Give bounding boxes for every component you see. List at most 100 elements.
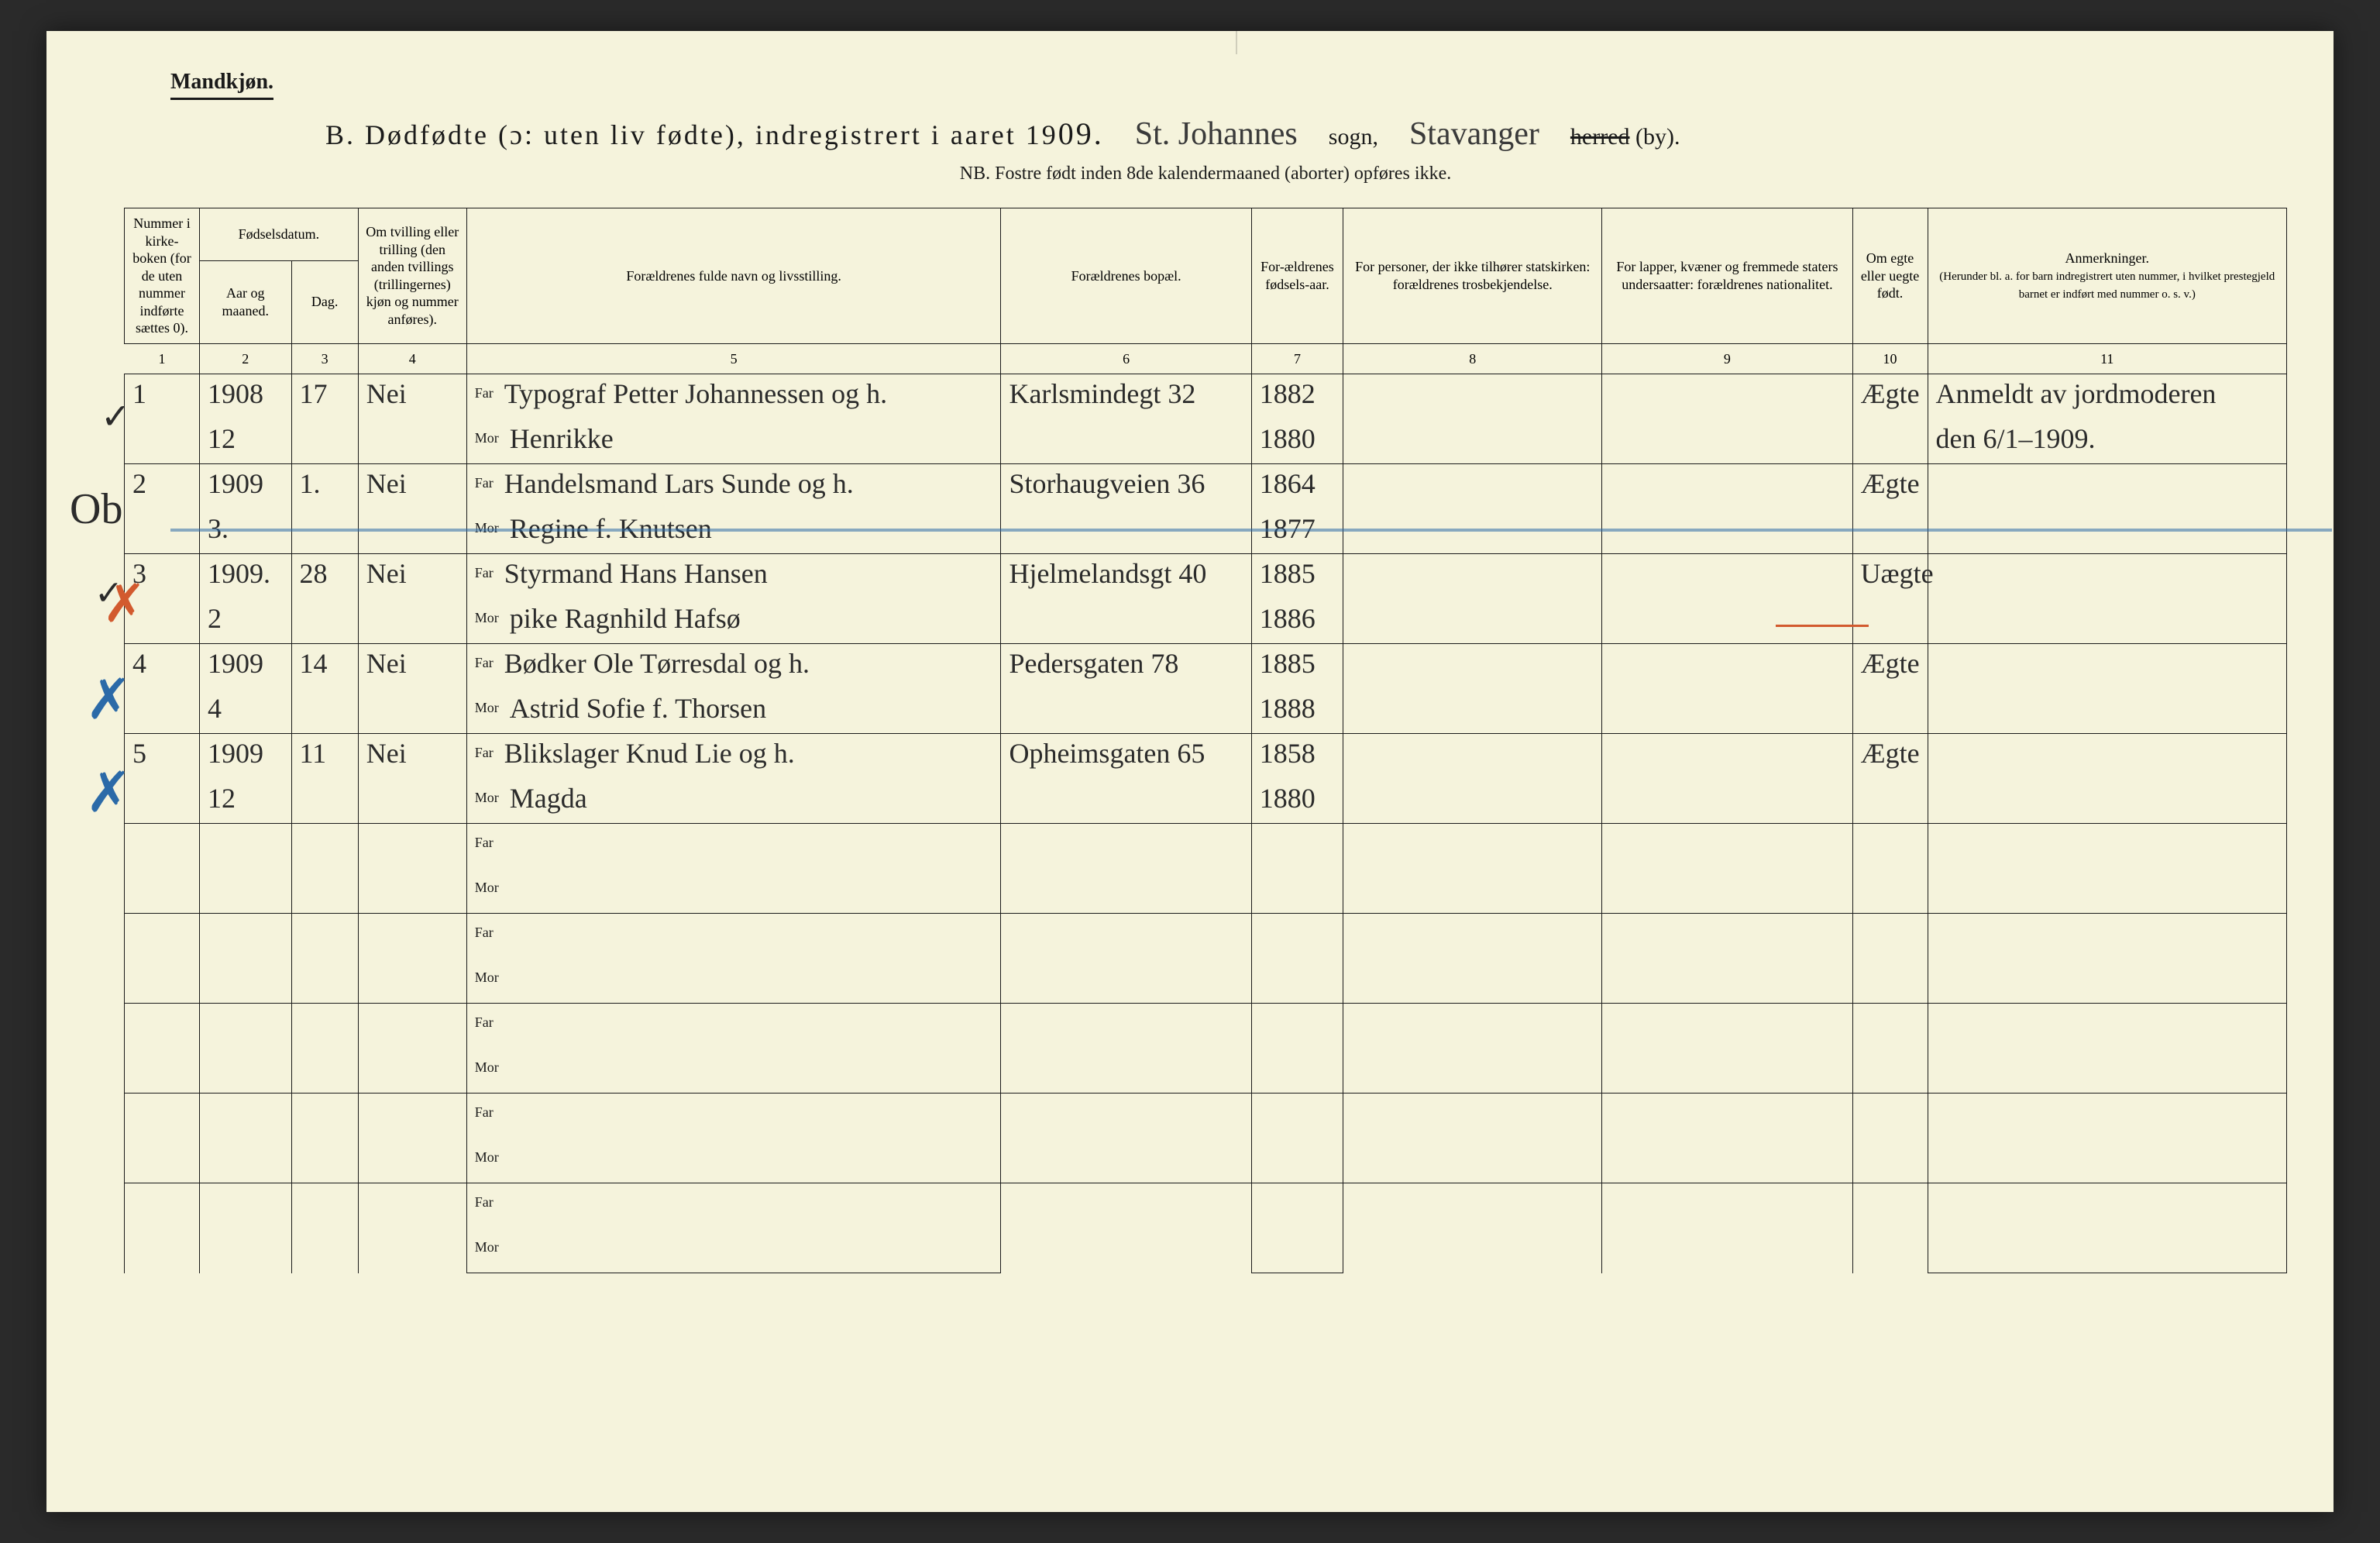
cell-far-aar: 1858 [1260,738,1316,769]
sogn-handwritten: St. Johannes [1135,115,1298,153]
cell-mor: Henrikke [510,423,614,454]
cell-num: 4 [132,648,146,679]
far-label: Far [475,655,494,671]
cell-year: 1909 [208,468,263,499]
title-row: B. Dødfødte (ɔ: uten liv fødte), indregi… [325,115,2287,153]
cell-year: 1908 [208,378,263,409]
cell-twin: Nei [366,648,407,679]
far-label: Far [475,1014,494,1031]
cell-mor-aar: 1886 [1260,603,1316,634]
cell-far: Bødker Ole Tørresdal og h. [504,648,810,679]
cell-mor-aar: 1880 [1260,783,1316,814]
gender-heading: Mandkjøn. [170,70,273,100]
cell-bopel: Karlsmindegt 32 [1009,378,1195,409]
table-row: 31909.28NeiFarStyrmand Hans HansenHjelme… [125,554,2287,599]
document-page: Mandkjøn. B. Dødfødte (ɔ: uten liv fødte… [46,31,2334,1512]
far-label: Far [475,925,494,941]
cell-bopel: Opheimsgaten 65 [1009,738,1205,769]
register-table: Nummer i kirke-boken (for de uten nummer… [124,208,2287,1273]
cell-day: 1. [300,468,321,499]
mor-label: Mor [475,610,499,626]
cell-num: 5 [132,738,146,769]
cell-mor: pike Ragnhild Hafsø [510,603,741,634]
colnum: 5 [466,343,1001,374]
cell-twin: Nei [366,378,407,409]
colnum: 7 [1251,343,1343,374]
cell-twin: Nei [366,738,407,769]
table-row: 4 1909 14 Nei Far Bødker Ole Tørresdal og h. P… [125,644,2287,689]
cell-year: 1909 [208,738,263,769]
form-title: B. Dødfødte (ɔ: uten liv fødte), indregi… [325,115,1104,152]
cell-far-aar: 1882 [1260,378,1316,409]
cell-month: 4 [208,693,222,724]
cell-day: 28 [300,558,328,589]
cell-mor-aar: 1888 [1260,693,1316,724]
cell-month: 12 [208,783,236,814]
by-label: herred (by). [1570,124,1680,150]
col-anmerkninger: Anmerkninger. (Herunder bl. a. for barn … [1928,208,2286,344]
mor-label: Mor [475,790,499,806]
mor-label: Mor [475,880,499,896]
cell-twin: Nei [366,468,407,499]
far-label: Far [475,565,494,581]
col-egte: Om egte eller uegte født. [1852,208,1928,344]
colnum: 2 [199,343,291,374]
cell-far: Typograf Petter Johannessen og h. [504,378,887,409]
cell-egte: Ægte [1861,378,1920,409]
col-tvilling: Om tvilling eller trilling (den anden tv… [358,208,466,344]
margin-mark: ✗ [85,666,132,732]
table-body: 1190817NeiFarTypograf Petter Johannessen… [125,374,2287,1273]
by-suffix: (by). [1630,124,1680,150]
cell-day: 11 [300,738,327,769]
title-year: 09. [1058,116,1104,151]
red-underline [1776,625,1869,627]
cell-egte: Ægte [1861,648,1920,679]
col-dag: Dag. [291,260,358,343]
mor-label: Mor [475,1059,499,1076]
table-row: Far [125,1094,2287,1138]
cell-mor: Astrid Sofie f. Thorsen [510,693,766,724]
far-label: Far [475,385,494,401]
col-nummer: Nummer i kirke-boken (for de uten nummer… [125,208,200,344]
table-head: Nummer i kirke-boken (for de uten nummer… [125,208,2287,374]
table-row: 1190817NeiFarTypograf Petter Johannessen… [125,374,2287,419]
cell-bopel: Pedersgaten 78 [1009,648,1178,679]
margin-mark: Ob [70,484,122,534]
table-row: Far [125,1183,2287,1228]
cell-egte: Ægte [1861,738,1920,769]
col-foreldre-navn: Forældrenes fulde navn og livsstilling. [466,208,1001,344]
table-row: 5 1909 11 Nei Far Blikslager Knud Lie og h. Op… [125,734,2287,779]
mor-label: Mor [475,970,499,986]
cell-day: 17 [300,378,328,409]
far-label: Far [475,835,494,851]
col-bopel: Forældrenes bopæl. [1001,208,1251,344]
cell-day: 14 [300,648,328,679]
table-row: Far [125,1004,2287,1049]
cell-far: Handelsmand Lars Sunde og h. [504,468,854,499]
cell-anm1: Anmeldt av jordmoderen [1936,378,2217,409]
table-row: 219091.NeiFarHandelsmand Lars Sunde og h… [125,464,2287,509]
col-fodselsdatum: Fødselsdatum. [199,208,358,261]
cell-far-aar: 1885 [1260,558,1316,589]
cell-egte: Uægte [1861,558,1934,589]
by-handwritten: Stavanger [1409,115,1539,153]
sogn-label: sogn, [1329,124,1378,150]
colnum: 4 [358,343,466,374]
subtitle: NB. Fostre født inden 8de kalendermaaned… [124,164,2287,184]
margin-mark: ✓ [95,573,123,613]
colnum: 9 [1602,343,1852,374]
col-trosbekjendelse: For personer, der ikke tilhører statskir… [1343,208,1602,344]
margin-mark: ✗ [85,759,132,825]
table-row: Far [125,914,2287,959]
cell-num: 2 [132,468,146,499]
col-nationalitet: For lapper, kvæner og fremmede staters u… [1602,208,1852,344]
mor-label: Mor [475,700,499,716]
cell-far: Blikslager Knud Lie og h. [504,738,795,769]
colnum: 6 [1001,343,1251,374]
table-row: Far [125,824,2287,869]
cell-year: 1909 [208,648,263,679]
cell-twin: Nei [366,558,407,589]
far-label: Far [475,745,494,761]
colnum: 8 [1343,343,1602,374]
col-anm-title: Anmerkninger. [2065,250,2149,266]
